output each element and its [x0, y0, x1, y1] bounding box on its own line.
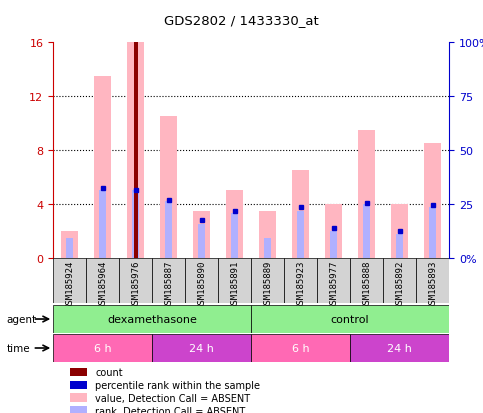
Text: time: time: [6, 343, 30, 353]
Text: GSM185888: GSM185888: [362, 261, 371, 309]
Text: control: control: [331, 314, 369, 324]
Text: dexamethasone: dexamethasone: [107, 314, 197, 324]
Bar: [396, 234, 403, 258]
Bar: [227, 191, 243, 258]
Bar: [391, 204, 408, 258]
Bar: [259, 211, 276, 258]
Text: GSM185977: GSM185977: [329, 261, 338, 309]
Bar: [429, 207, 437, 258]
Text: agent: agent: [6, 314, 36, 324]
Bar: [198, 225, 205, 258]
Bar: [53, 305, 251, 333]
Bar: [152, 334, 251, 362]
Bar: [132, 191, 140, 258]
Text: rank, Detection Call = ABSENT: rank, Detection Call = ABSENT: [95, 406, 245, 413]
Bar: [94, 77, 111, 258]
Bar: [119, 258, 152, 304]
Bar: [70, 368, 86, 376]
Bar: [193, 211, 210, 258]
Text: GSM185890: GSM185890: [197, 261, 206, 309]
Bar: [251, 334, 350, 362]
Bar: [160, 117, 177, 258]
Bar: [317, 258, 350, 304]
Bar: [53, 258, 86, 304]
Text: GSM185923: GSM185923: [296, 261, 305, 309]
Text: GSM185924: GSM185924: [65, 261, 74, 309]
Text: value, Detection Call = ABSENT: value, Detection Call = ABSENT: [95, 393, 250, 403]
Bar: [297, 211, 304, 258]
Text: 24 h: 24 h: [387, 343, 412, 353]
Bar: [99, 191, 106, 258]
Bar: [350, 258, 383, 304]
Bar: [185, 258, 218, 304]
Bar: [70, 394, 86, 402]
Bar: [292, 171, 309, 258]
Text: GSM185891: GSM185891: [230, 261, 239, 309]
Bar: [66, 238, 73, 258]
Text: GSM185976: GSM185976: [131, 261, 140, 309]
Text: count: count: [95, 367, 123, 377]
Bar: [358, 131, 375, 258]
Bar: [218, 258, 251, 304]
Bar: [251, 258, 284, 304]
Bar: [416, 258, 449, 304]
Text: percentile rank within the sample: percentile rank within the sample: [95, 380, 260, 390]
Bar: [134, 43, 138, 258]
Text: GSM185889: GSM185889: [263, 261, 272, 309]
Bar: [326, 204, 342, 258]
Text: 24 h: 24 h: [189, 343, 214, 353]
Bar: [251, 305, 449, 333]
Bar: [284, 258, 317, 304]
Bar: [264, 238, 271, 258]
Bar: [53, 334, 152, 362]
Text: GDS2802 / 1433330_at: GDS2802 / 1433330_at: [164, 14, 319, 27]
Text: GSM185892: GSM185892: [395, 261, 404, 309]
Bar: [330, 231, 338, 258]
Bar: [231, 214, 239, 258]
Bar: [165, 202, 172, 258]
Bar: [86, 258, 119, 304]
Bar: [425, 144, 441, 258]
Bar: [128, 43, 144, 258]
Bar: [70, 381, 86, 389]
Text: GSM185887: GSM185887: [164, 261, 173, 309]
Bar: [61, 231, 78, 258]
Bar: [363, 204, 370, 258]
Text: GSM185893: GSM185893: [428, 261, 437, 309]
Bar: [70, 406, 86, 413]
Text: 6 h: 6 h: [292, 343, 310, 353]
Text: 6 h: 6 h: [94, 343, 112, 353]
Bar: [383, 258, 416, 304]
Bar: [152, 258, 185, 304]
Text: GSM185964: GSM185964: [98, 261, 107, 309]
Bar: [350, 334, 449, 362]
